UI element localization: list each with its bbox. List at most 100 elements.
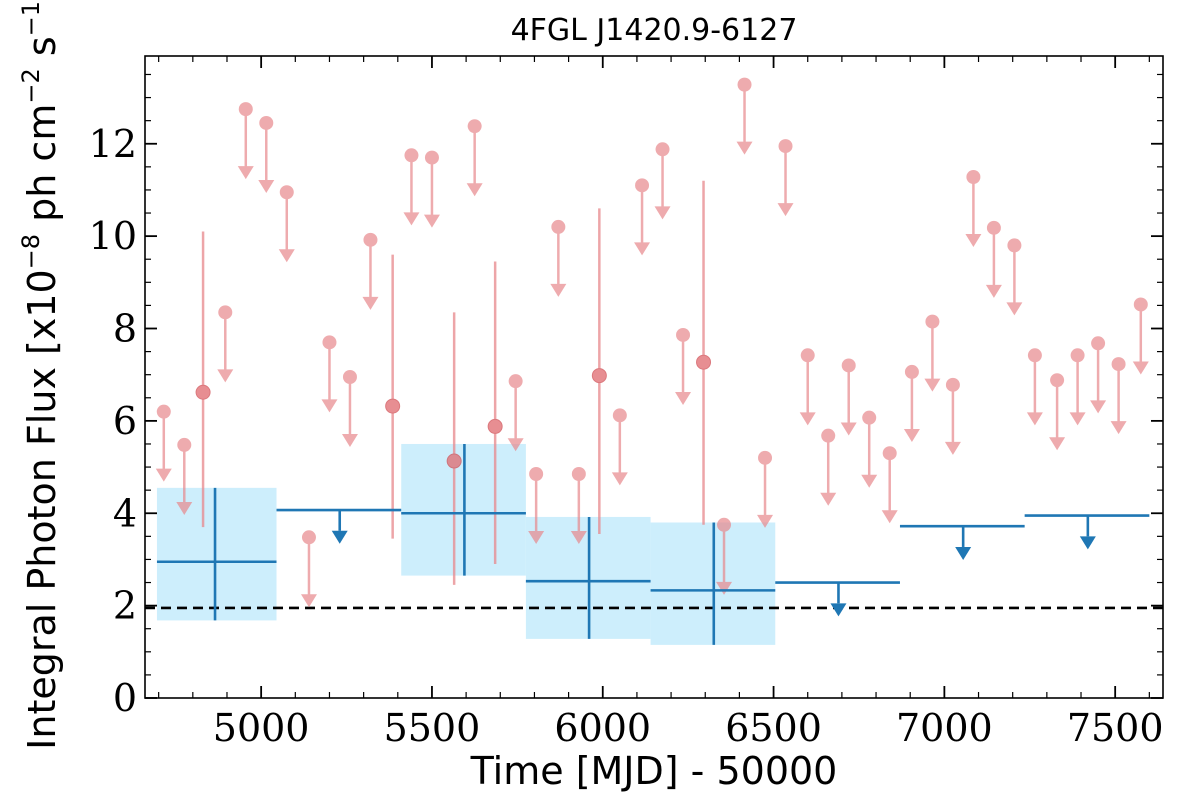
upper-limit-marker xyxy=(841,358,856,373)
y-axis-label-s: s xyxy=(20,36,64,68)
upper-limit-marker xyxy=(529,466,544,481)
short-bin-upper-limit xyxy=(799,348,816,426)
short-bin-upper-limit xyxy=(757,450,774,528)
upper-limit-marker xyxy=(404,148,419,163)
upper-limit-arrowhead xyxy=(278,249,295,263)
short-bin-upper-limit xyxy=(300,530,317,608)
x-axis-label: Time [MJD] - 50000 xyxy=(470,749,838,793)
short-bin-upper-limit xyxy=(403,148,420,226)
upper-limit-arrowhead xyxy=(799,412,816,426)
upper-limit-arrowhead xyxy=(466,183,483,197)
detection-marker xyxy=(696,354,712,370)
upper-limit-marker xyxy=(904,364,919,379)
short-bin-upper-limit xyxy=(1110,357,1127,435)
long-bin-upper-limit xyxy=(899,524,1025,560)
short-bin-upper-limit xyxy=(155,404,172,482)
upper-limit-arrowhead xyxy=(1090,400,1107,414)
short-bin-upper-limit xyxy=(362,232,379,310)
short-bin-upper-limit xyxy=(1132,297,1149,375)
upper-limit-marker xyxy=(508,374,523,389)
upper-limit-marker xyxy=(986,220,1001,235)
x-tick-label: 7500 xyxy=(1067,706,1164,750)
short-bin-upper-limit xyxy=(1026,348,1043,426)
upper-limit-marker xyxy=(778,139,793,154)
short-bin-upper-limit xyxy=(570,466,587,545)
upper-limit-arrowhead xyxy=(1006,302,1023,316)
plot-frame xyxy=(144,55,1164,699)
long-bin-ul-arrowhead xyxy=(331,530,348,544)
short-bin-upper-limit xyxy=(944,377,961,455)
y-axis-label-main: Integral Photon Flux [x10 xyxy=(20,269,64,750)
upper-limit-arrowhead xyxy=(1110,421,1127,435)
y-axis-label-exp2: −2 xyxy=(17,68,45,103)
x-tick-label: 5000 xyxy=(213,706,310,750)
upper-limit-arrowhead xyxy=(570,531,587,545)
short-bin-upper-limit xyxy=(903,364,920,442)
short-bin-upper-limit xyxy=(965,170,982,248)
upper-limit-marker xyxy=(821,428,836,443)
short-bin-upper-limit xyxy=(840,358,857,436)
y-tick-label: 2 xyxy=(113,584,137,628)
short-bin-upper-limit xyxy=(654,142,671,220)
long-bin-band xyxy=(156,487,277,621)
upper-limit-marker xyxy=(800,348,815,363)
short-bin-upper-limit xyxy=(820,428,837,506)
y-axis-label: Integral Photon Flux [x10−8 ph cm−2 s−1] xyxy=(17,0,64,750)
short-bin-upper-limit xyxy=(466,119,483,197)
upper-limit-arrowhead xyxy=(903,428,920,442)
upper-limit-arrowhead xyxy=(985,284,1002,298)
short-bin-upper-limit xyxy=(237,102,254,180)
short-bin-upper-limit xyxy=(716,517,733,595)
short-bin-detection xyxy=(696,180,712,525)
x-tick-labels: 5000 5500 6000 6500 7000 7500 xyxy=(213,706,1164,750)
upper-limit-arrowhead xyxy=(507,438,524,452)
upper-limit-marker xyxy=(177,437,192,452)
short-bin-upper-limit xyxy=(528,466,545,545)
y-tick-label: 4 xyxy=(113,491,137,535)
long-bin-upper-limit xyxy=(775,581,900,617)
upper-limit-marker xyxy=(279,185,294,200)
short-bin-upper-limit xyxy=(217,305,234,383)
long-bin-upper-limit xyxy=(276,508,402,544)
short-bin-upper-limit xyxy=(634,178,651,256)
upper-limit-arrowhead xyxy=(341,434,358,448)
short-bin-upper-limit xyxy=(550,219,567,297)
upper-limit-marker xyxy=(612,408,627,423)
short-bin-upper-limit xyxy=(341,370,358,448)
upper-limit-arrowhead xyxy=(423,214,440,228)
y-axis-label-exp1: −8 xyxy=(17,234,45,269)
upper-limit-arrowhead xyxy=(777,203,794,217)
upper-limit-marker xyxy=(322,335,337,350)
short-bin-detection xyxy=(195,231,211,528)
upper-limit-marker xyxy=(1133,297,1148,312)
upper-limit-marker xyxy=(862,410,877,425)
short-bin-upper-limit xyxy=(321,335,338,413)
upper-limit-arrowhead xyxy=(300,594,317,608)
long-bin-upper-limit xyxy=(1024,514,1150,550)
upper-limit-marker xyxy=(1070,348,1085,363)
short-bin-upper-limit xyxy=(1069,348,1086,426)
x-tick-label: 5500 xyxy=(384,706,481,750)
upper-limit-arrowhead xyxy=(611,472,628,486)
long-bin-ul-arrowhead xyxy=(955,546,972,560)
upper-limit-arrowhead xyxy=(820,492,837,506)
upper-limit-marker xyxy=(156,404,171,419)
y-tick-label: 6 xyxy=(113,399,137,443)
y-tick-label: 0 xyxy=(113,676,137,720)
upper-limit-arrowhead xyxy=(155,468,172,482)
detection-marker xyxy=(446,453,462,469)
upper-limit-marker xyxy=(1050,373,1065,388)
short-bin-upper-limit xyxy=(1090,336,1107,414)
upper-limit-arrowhead xyxy=(258,180,275,194)
short-bin-upper-limit xyxy=(736,77,753,155)
upper-limit-marker xyxy=(551,219,566,234)
upper-limit-marker xyxy=(301,530,316,545)
upper-limit-arrowhead xyxy=(716,581,733,595)
upper-limit-marker xyxy=(717,517,732,532)
short-bin-detection xyxy=(591,208,607,535)
upper-limit-marker xyxy=(1007,238,1022,253)
upper-limit-arrowhead xyxy=(217,369,234,383)
short-bin-upper-limit xyxy=(611,408,628,486)
x-tick-label: 6500 xyxy=(725,706,822,750)
short-bin-upper-limit xyxy=(861,410,878,488)
